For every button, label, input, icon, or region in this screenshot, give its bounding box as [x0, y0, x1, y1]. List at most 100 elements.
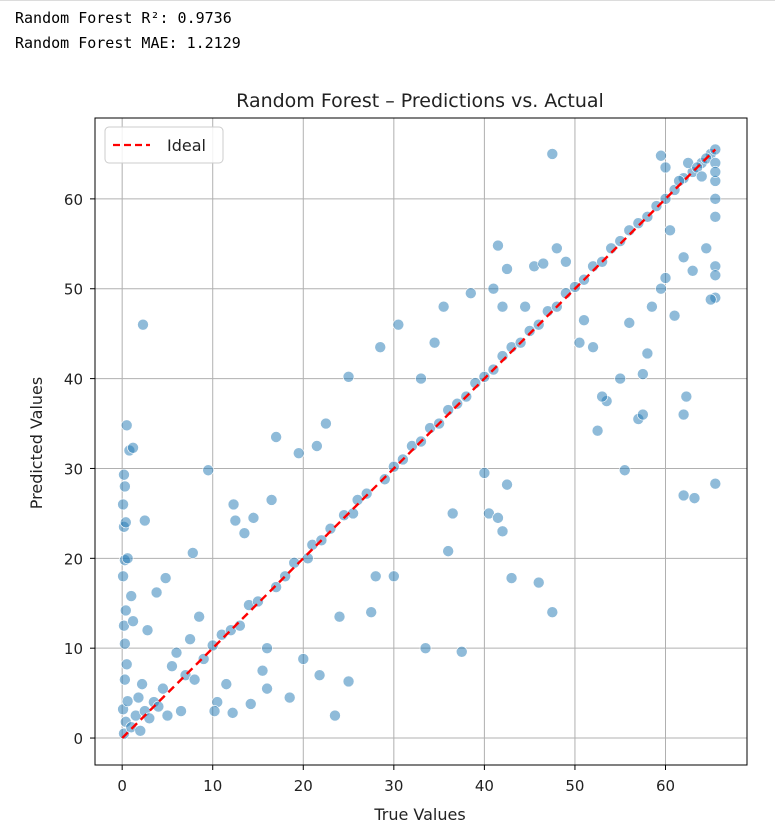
data-point — [709, 166, 722, 178]
data-point — [256, 664, 269, 677]
data-point — [501, 263, 513, 275]
data-point — [709, 193, 722, 205]
data-point — [333, 610, 346, 623]
data-point — [118, 468, 130, 481]
data-point — [388, 570, 400, 583]
data-point — [311, 440, 323, 452]
data-point — [686, 264, 699, 277]
data-point — [193, 610, 205, 623]
y-tick-label: 50 — [64, 281, 83, 299]
y-tick-label: 10 — [64, 640, 83, 658]
legend-ideal-label: Ideal — [167, 136, 206, 155]
data-point — [569, 281, 581, 293]
plot-frame — [94, 117, 748, 766]
data-point — [523, 325, 536, 337]
data-point — [637, 368, 649, 380]
data-point — [369, 570, 382, 583]
data-point — [120, 419, 133, 432]
data-point — [492, 512, 504, 524]
data-point — [247, 512, 260, 524]
data-point — [202, 464, 214, 477]
data-point — [659, 272, 672, 284]
chart-title: Random Forest – Predictions vs. Actual — [236, 90, 604, 112]
data-point — [677, 251, 690, 264]
data-point — [695, 170, 708, 183]
data-point — [120, 658, 133, 671]
data-point — [646, 300, 658, 313]
data-point — [618, 464, 631, 477]
data-point — [365, 606, 377, 619]
data-point — [378, 473, 391, 486]
ideal-line — [121, 148, 717, 739]
x-axis-label: True Values — [373, 805, 465, 824]
cell-top-border — [0, 0, 775, 1]
data-point — [532, 576, 545, 589]
data-point — [117, 498, 129, 511]
data-point — [451, 397, 464, 410]
data-point — [455, 645, 468, 658]
data-point — [117, 570, 129, 583]
data-point — [261, 642, 273, 654]
data-point — [655, 282, 667, 295]
x-tick-label: 30 — [384, 777, 403, 795]
data-point — [519, 300, 531, 313]
data-point — [313, 669, 326, 681]
data-point — [709, 269, 722, 282]
data-point — [505, 572, 518, 584]
data-point — [261, 682, 273, 695]
data-point — [637, 408, 649, 421]
data-point — [220, 678, 233, 690]
data-point — [143, 712, 156, 725]
data-point — [465, 287, 477, 300]
data-point — [428, 336, 441, 349]
y-tick-label: 60 — [64, 191, 83, 209]
data-point — [478, 467, 491, 479]
data-point — [578, 314, 590, 326]
data-point — [139, 514, 151, 527]
x-tick-label: 60 — [656, 777, 675, 795]
data-point — [546, 606, 559, 619]
data-point — [265, 494, 278, 506]
y-tick-label: 20 — [64, 550, 83, 568]
data-point — [170, 646, 183, 659]
data-point — [270, 581, 282, 593]
data-point — [419, 642, 432, 654]
data-point — [320, 417, 332, 430]
data-point — [136, 678, 148, 690]
data-point — [442, 545, 454, 557]
data-point — [360, 487, 373, 500]
data-point — [157, 682, 169, 695]
data-point — [137, 318, 149, 331]
y-axis-label: Predicted Values — [27, 377, 46, 509]
data-point — [119, 480, 131, 493]
x-tick-label: 20 — [294, 777, 313, 795]
data-point — [283, 691, 296, 704]
ideal-line-group — [121, 148, 717, 739]
output-r2-line: Random Forest R²: 0.9736 — [15, 9, 232, 27]
data-point — [704, 293, 717, 306]
y-tick-label: 40 — [64, 371, 83, 389]
data-point — [119, 516, 132, 529]
data-point — [478, 370, 491, 383]
data-point — [623, 317, 636, 329]
data-point — [709, 211, 722, 223]
data-point — [292, 447, 305, 459]
data-point — [650, 200, 663, 212]
data-point — [680, 390, 693, 403]
data-point — [297, 653, 310, 665]
data-point — [614, 372, 627, 385]
data-point — [132, 691, 145, 704]
data-point — [668, 309, 681, 322]
data-point — [437, 300, 450, 313]
x-tick-label: 10 — [203, 777, 222, 795]
y-tick-label: 30 — [64, 460, 83, 478]
data-point — [392, 318, 405, 331]
data-point — [655, 149, 667, 162]
data-point — [342, 370, 355, 383]
data-point — [329, 709, 341, 722]
y-tick-label: 0 — [73, 730, 83, 748]
data-point — [227, 498, 240, 511]
data-point — [197, 653, 210, 665]
data-point — [709, 477, 722, 490]
data-point — [187, 547, 199, 559]
